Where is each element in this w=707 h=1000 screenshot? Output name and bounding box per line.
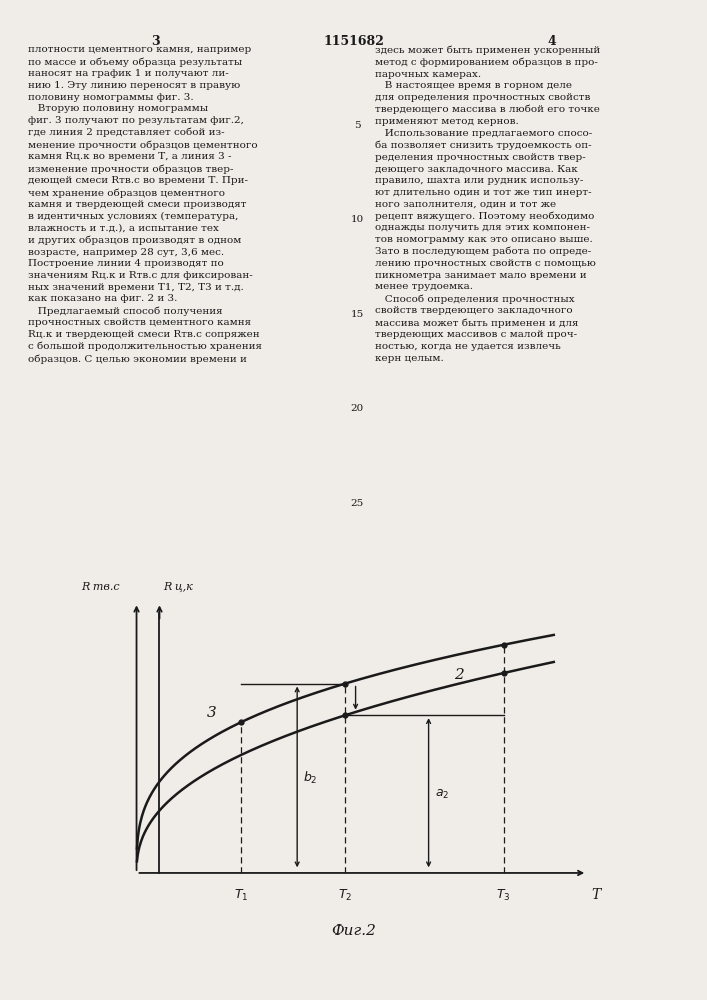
Text: Фиг.2: Фиг.2	[331, 924, 376, 938]
Text: 3: 3	[206, 706, 216, 720]
Text: 3: 3	[151, 35, 160, 48]
Text: $\mathit{b_2}$: $\mathit{b_2}$	[303, 770, 318, 786]
Text: 1151682: 1151682	[323, 35, 384, 48]
Text: 4: 4	[547, 35, 556, 48]
Text: $\mathit{a_2}$: $\mathit{a_2}$	[435, 788, 449, 801]
Text: R тв.с: R тв.с	[81, 582, 120, 592]
Text: плотности цементного камня, например
по массе и объему образца результаты
нанося: плотности цементного камня, например по …	[28, 45, 262, 364]
Text: 10: 10	[351, 215, 363, 224]
Text: $T_3$: $T_3$	[496, 888, 511, 903]
Text: 25: 25	[351, 499, 363, 508]
Text: 20: 20	[351, 404, 363, 413]
Text: $T_2$: $T_2$	[338, 888, 352, 903]
Text: T: T	[591, 888, 600, 902]
Text: 5: 5	[354, 121, 361, 130]
Text: $T_1$: $T_1$	[233, 888, 248, 903]
Text: здесь может быть применен ускоренный
метод с формированием образцов в про-
пароч: здесь может быть применен ускоренный мет…	[375, 45, 600, 363]
Text: 2: 2	[454, 668, 463, 682]
Text: 15: 15	[351, 310, 363, 319]
Text: R ц,к: R ц,к	[163, 581, 194, 592]
